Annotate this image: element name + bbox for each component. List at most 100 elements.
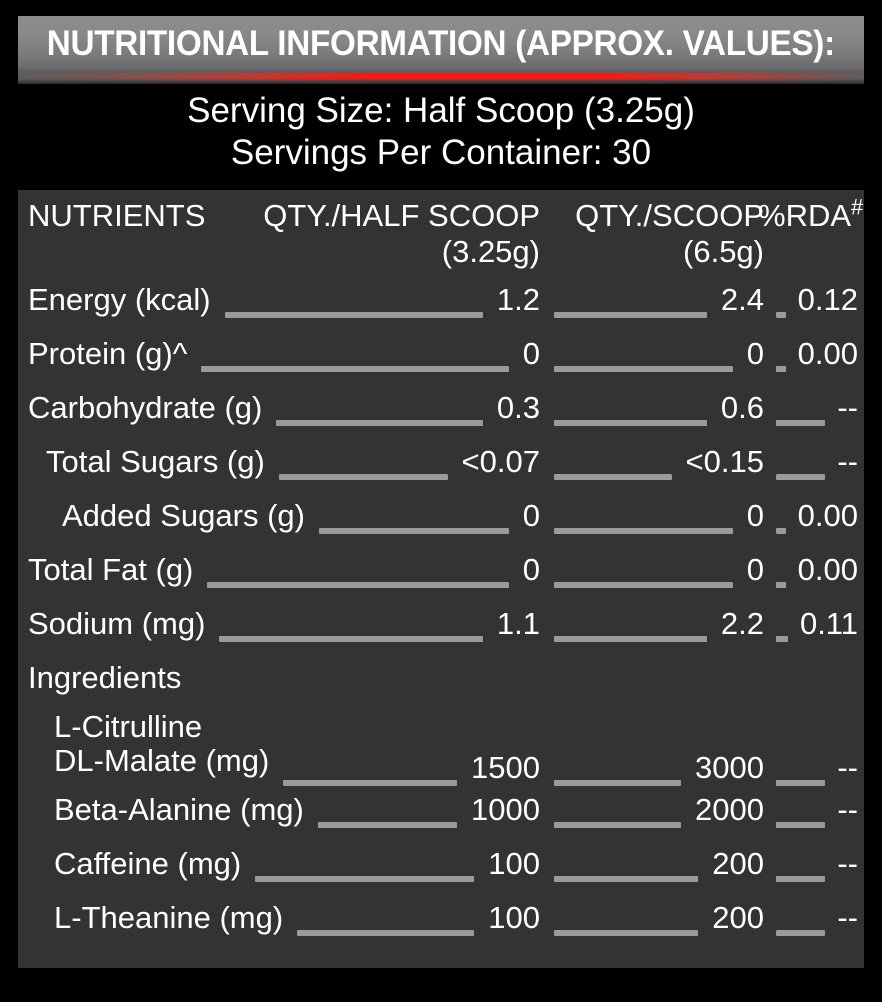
column-header-rda: %RDA# [758,196,863,234]
value-rda: 0.00 [797,552,858,587]
nutrient-name: Caffeine (mg) [54,846,242,881]
value-rda: 0.00 [797,498,858,533]
nutrient-name: Added Sugars (g) [62,498,305,533]
leader-line [278,474,448,480]
value-half: 100 [488,900,540,935]
leader-line [255,876,475,882]
value-scoop: 200 [712,846,764,881]
page-title: NUTRITIONAL INFORMATION (APPROX. VALUES)… [46,23,836,63]
value-scoop: 2.4 [720,282,764,317]
table-row: Beta-Alanine (mg) 1000 2000 -- [18,788,864,842]
leader-line [554,582,733,588]
value-half: 0.3 [496,390,540,425]
value-scoop: 0 [746,498,764,533]
leader-line [317,822,458,828]
leader-line [554,930,699,936]
servings-per-container: Servings Per Container: 30 [230,133,652,172]
leader-line [318,528,509,534]
value-scoop: 2000 [695,792,764,827]
leader-line [201,366,509,372]
leader-line [207,582,509,588]
leader-line [776,780,826,786]
value-scoop: 200 [712,900,764,935]
column-header-nutrients: NUTRIENTS [28,198,206,233]
leader-line [776,528,786,534]
value-scoop: 0.6 [720,390,764,425]
leader-line [276,420,483,426]
ingredients-heading: Ingredients [28,660,182,695]
leader-line [776,876,826,882]
accent-glow [18,73,864,81]
value-half: 1.1 [496,606,540,641]
nutrient-name: Beta-Alanine (mg) [54,792,304,827]
value-rda: -- [837,900,858,935]
leader-line [554,636,707,642]
accent-fade [18,79,864,84]
value-rda: 0.11 [799,606,858,641]
leader-line [776,822,826,828]
leader-line [776,474,826,480]
column-header-half-scoop: QTY./HALF SCOOP (3.25g) [263,198,540,269]
nutrient-name: L-Citrulline DL-Malate (mg) [54,709,270,778]
value-half: 0 [522,336,540,371]
leader-line [776,930,826,936]
value-rda: -- [837,390,858,425]
nutrient-name: Energy (kcal) [28,282,211,317]
table-row: Protein (g)^ 0 0 0.00 [18,332,864,386]
value-half: 1.2 [496,282,540,317]
leader-line [297,930,475,936]
column-header-rda-text: %RDA [758,198,852,233]
leader-line [776,582,786,588]
serving-size: Serving Size: Half Scoop (3.25g) [187,91,695,130]
nutrient-name: Total Sugars (g) [46,444,265,479]
nutrient-name: Protein (g)^ [28,336,188,371]
value-rda: -- [837,792,858,827]
nutrient-name: Total Fat (g) [28,552,194,587]
table-header-row: NUTRIENTS QTY./HALF SCOOP (3.25g) QTY./S… [18,190,864,278]
title-bar: NUTRITIONAL INFORMATION (APPROX. VALUES)… [18,16,864,72]
table-row: Total Fat (g) 0 0 0.00 [18,548,864,602]
nutrient-name: L-Theanine (mg) [54,900,284,935]
leader-line [554,822,682,828]
leader-line [554,474,672,480]
nutrition-table: NUTRIENTS QTY./HALF SCOOP (3.25g) QTY./S… [18,190,864,968]
value-half: <0.07 [461,444,540,479]
table-body: Energy (kcal) 1.2 2.4 0.12 Protein (g)^ 0 0 0.0… [18,278,864,950]
table-row: Energy (kcal) 1.2 2.4 0.12 [18,278,864,332]
value-half: 0 [522,498,540,533]
leader-line [554,312,707,318]
table-row: Added Sugars (g) 0 0 0.00 [18,494,864,548]
leader-line [554,780,682,786]
table-row: L-Theanine (mg) 100 200 -- [18,896,864,950]
leader-line [776,312,786,318]
leader-line [776,420,826,426]
leader-line [219,636,483,642]
value-half: 100 [488,846,540,881]
table-row: Sodium (mg) 1.1 2.2 0.11 [18,602,864,656]
value-rda: -- [837,846,858,881]
value-half: 1000 [471,792,540,827]
nutrient-name: Sodium (mg) [28,606,206,641]
table-row: Total Sugars (g) <0.07 <0.15 -- [18,440,864,494]
value-scoop: 0 [746,552,764,587]
serving-info: Serving Size: Half Scoop (3.25g) Serving… [0,90,882,174]
value-scoop: 3000 [695,750,764,785]
value-scoop: 0 [746,336,764,371]
ingredients-heading-row: Ingredients [18,656,864,710]
value-scoop: <0.15 [685,444,764,479]
value-rda: -- [837,750,858,785]
leader-line [554,528,733,534]
leader-line [554,420,707,426]
value-half: 1500 [471,750,540,785]
value-rda: 0.00 [797,336,858,371]
value-scoop: 2.2 [720,606,764,641]
title-text-wrap: NUTRITIONAL INFORMATION (APPROX. VALUES)… [18,26,864,61]
leader-line [776,636,788,642]
accent-divider [18,70,864,84]
value-rda: 0.12 [797,282,858,317]
leader-line [554,876,699,882]
table-row: Carbohydrate (g) 0.3 0.6 -- [18,386,864,440]
value-rda: -- [837,444,858,479]
rda-footnote-marker: # [851,194,864,220]
